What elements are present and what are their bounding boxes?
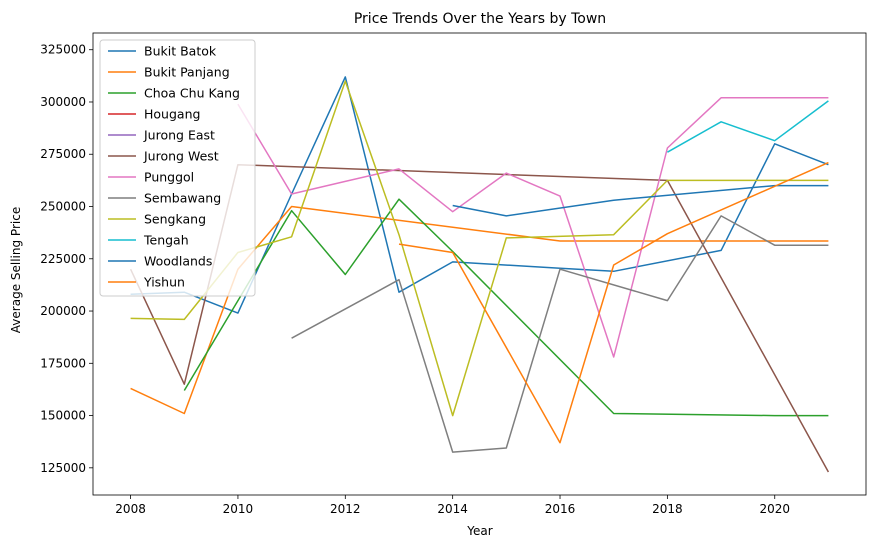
y-tick-label-0: 125000 [40, 461, 86, 475]
legend-label-3: Hougang [144, 107, 200, 122]
axes: 2008 2010 2012 2014 2016 2018 2020 125000 150000… [40, 32, 867, 516]
y-tick-label-6: 275000 [40, 147, 86, 161]
legend-label-2: Choa Chu Kang [144, 86, 240, 101]
series-line-1 [130, 205, 829, 415]
y-tick-label-1: 150000 [40, 409, 86, 423]
series-line-10 [452, 184, 829, 217]
series-line-11 [398, 161, 829, 444]
x-tick-label-6: 2020 [759, 502, 790, 516]
series-line-7 [291, 215, 829, 453]
legend-label-11: Yishun [143, 275, 185, 290]
legend-label-4: Jurong East [143, 128, 215, 143]
legend: Bukit Batok Bukit Panjang Choa Chu Kang Hou… [99, 39, 256, 297]
legend-label-7: Sembawang [144, 191, 221, 206]
y-tick-label-2: 175000 [40, 356, 86, 370]
y-tick-label-5: 250000 [40, 200, 86, 214]
legend-label-9: Tengah [143, 233, 189, 248]
legend-label-8: Sengkang [144, 212, 206, 227]
series-line-9 [667, 100, 829, 153]
x-tick-label-0: 2008 [115, 502, 146, 516]
legend-label-1: Bukit Panjang [144, 65, 230, 80]
y-tick-label-8: 325000 [40, 43, 86, 57]
series-line-6 [237, 97, 829, 358]
y-tick-label-3: 200000 [40, 304, 86, 318]
x-tick-label-1: 2010 [223, 502, 254, 516]
y-axis-label: Average Selling Price [9, 207, 23, 333]
chart-title: Price Trends Over the Years by Town [354, 11, 606, 27]
legend-box [99, 39, 256, 297]
x-tick-label-3: 2014 [437, 502, 468, 516]
y-tick-label-7: 300000 [40, 95, 86, 109]
plot-frame [92, 32, 867, 496]
legend-label-10: Woodlands [144, 254, 212, 269]
x-tick-label-2: 2012 [330, 502, 361, 516]
x-tick-label-4: 2016 [545, 502, 576, 516]
x-axis-label: Year [466, 524, 492, 538]
legend-label-5: Jurong West [143, 149, 219, 164]
x-tick-label-5: 2018 [652, 502, 683, 516]
y-tick-label-4: 225000 [40, 252, 86, 266]
legend-label-6: Punggol [144, 170, 194, 185]
legend-label-0: Bukit Batok [144, 44, 217, 59]
series-line-0 [130, 76, 829, 314]
series-line-2 [183, 198, 829, 417]
